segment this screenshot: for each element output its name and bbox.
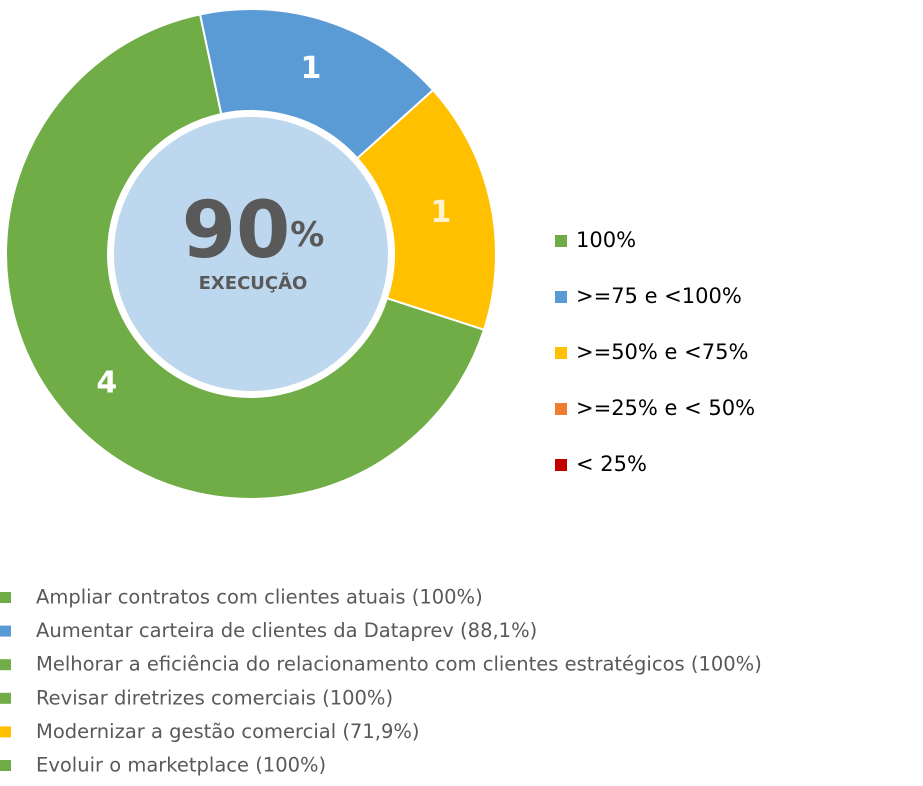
- legend-label: 100%: [576, 228, 636, 252]
- legend-label: >=75 e <100%: [576, 284, 742, 308]
- legend-label: >=25% e < 50%: [576, 396, 755, 420]
- item-text: Revisar diretrizes comerciais (100%): [36, 686, 393, 709]
- legend-label: < 25%: [576, 452, 647, 476]
- legend-swatch: [555, 235, 567, 247]
- item-swatch: [0, 692, 11, 704]
- legend-swatch: [555, 291, 567, 303]
- item-text: Melhorar a eficiência do relacionamento …: [36, 653, 762, 676]
- data-label: 4: [96, 365, 117, 400]
- legend-swatch: [555, 347, 567, 359]
- legend-swatch: [555, 403, 567, 415]
- item-text: Aumentar carteira de clientes da Datapre…: [36, 619, 537, 642]
- item-swatch: [0, 659, 11, 671]
- data-label: 1: [430, 195, 451, 230]
- item-swatch: [0, 726, 11, 738]
- donut: 4 1 1: [5, 8, 497, 500]
- legend-swatch: [555, 459, 567, 471]
- item-text: Evoluir o marketplace (100%): [36, 754, 326, 777]
- item-text: Ampliar contratos com clientes atuais (1…: [36, 586, 483, 609]
- legend-label: >=50% e <75%: [576, 340, 748, 364]
- center-unit: %: [290, 215, 324, 255]
- item-swatch: [0, 592, 11, 603]
- center-disc: [108, 111, 394, 397]
- center-value: 90%: [182, 186, 325, 276]
- item-swatch: [0, 625, 11, 637]
- item-text: Modernizar a gestão comercial (71,9%): [36, 720, 420, 743]
- center-label: EXECUÇÃO: [199, 271, 308, 294]
- center-number: 90: [182, 186, 291, 276]
- item-swatch: [0, 760, 11, 771]
- data-label: 1: [301, 51, 322, 86]
- slice: [355, 88, 497, 331]
